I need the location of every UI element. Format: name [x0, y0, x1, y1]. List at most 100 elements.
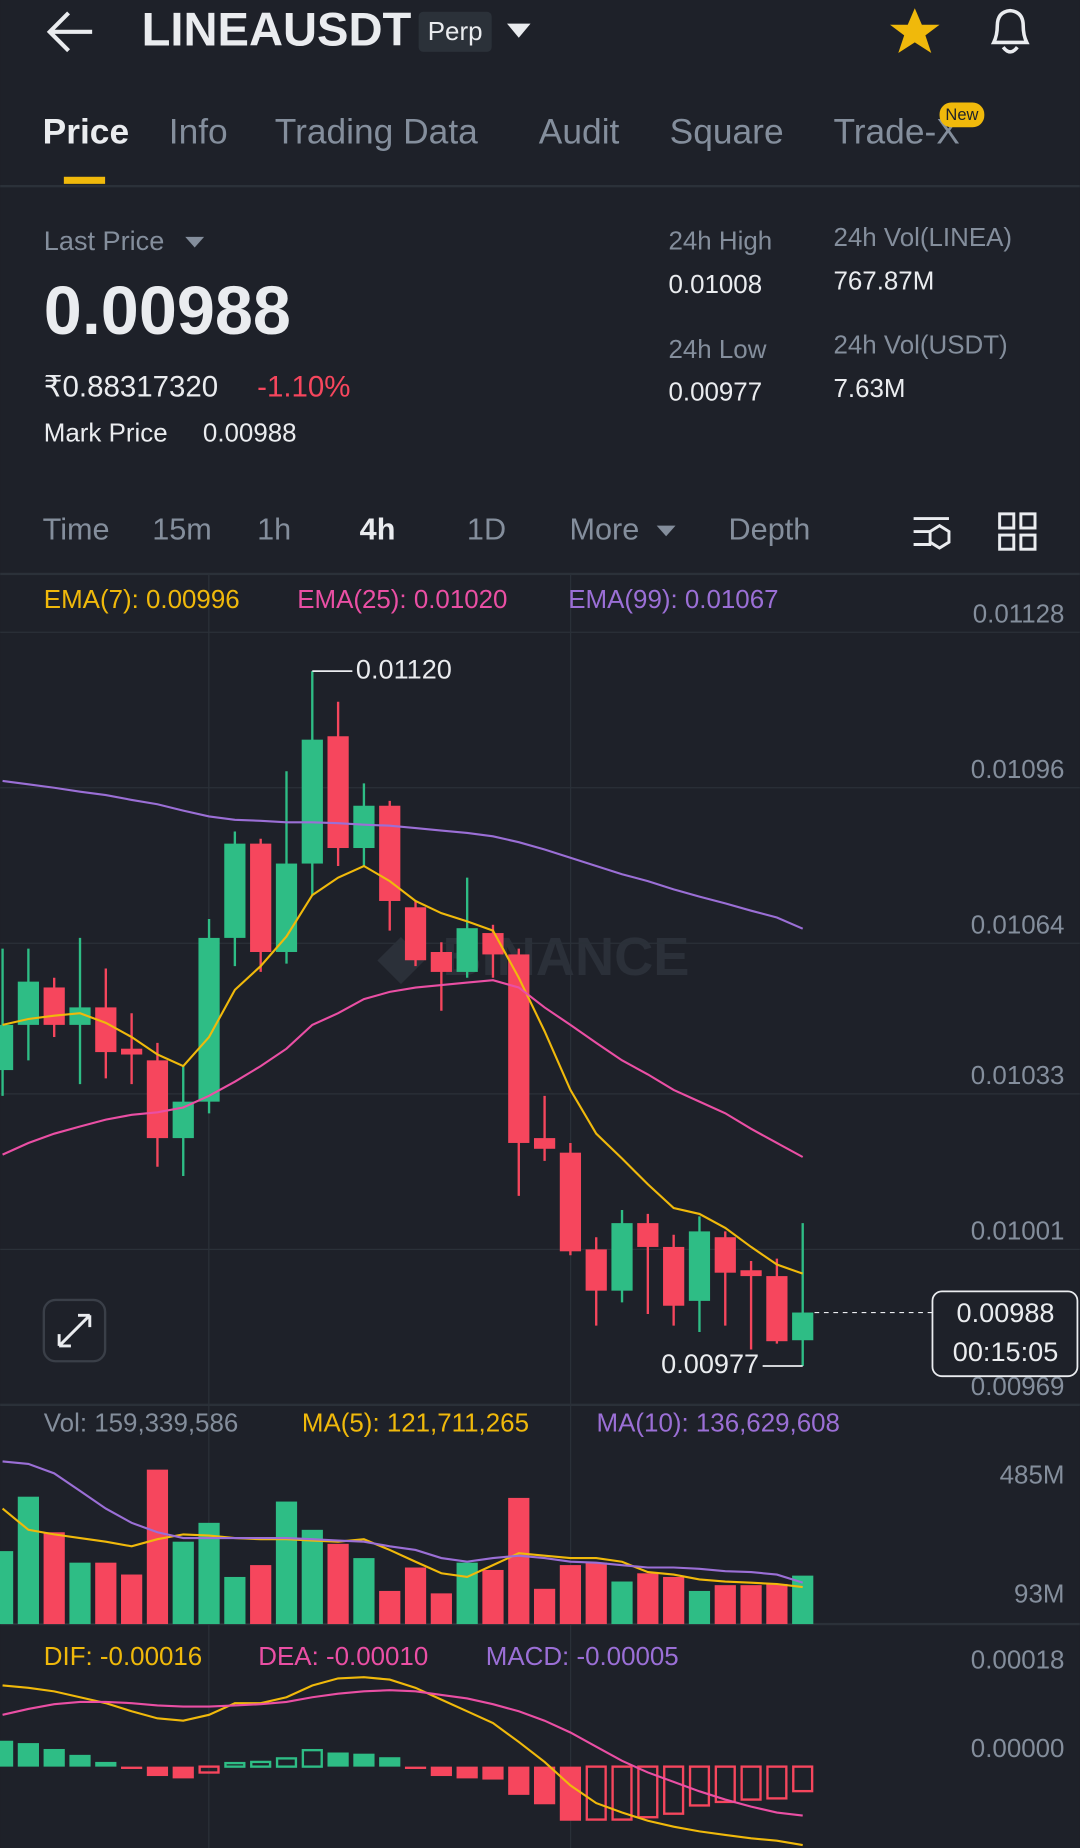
layout-toggle[interactable] [998, 512, 1037, 551]
candle-body [327, 736, 349, 849]
mark-price: 0.00988 [203, 420, 297, 448]
low-value: 0.00977 [668, 378, 762, 406]
bar [0, 1740, 14, 1767]
candle-body [146, 1060, 169, 1139]
bar [43, 1748, 65, 1767]
bar [430, 1593, 452, 1625]
low-label: 24h Low [668, 336, 766, 364]
candle-body [121, 1048, 143, 1055]
bar [353, 1753, 375, 1767]
candle-body [663, 1246, 685, 1306]
candle-body [688, 1231, 711, 1301]
bar [559, 1766, 582, 1821]
favorite-star[interactable] [890, 8, 940, 54]
interval[interactable]: More [569, 513, 639, 547]
bar [17, 1496, 39, 1625]
bar [172, 1766, 194, 1779]
bar [172, 1541, 194, 1625]
bar [688, 1590, 711, 1625]
y-tick-label: 0.00018 [971, 1647, 1065, 1675]
candle-body [0, 1024, 14, 1071]
tab[interactable]: Square [670, 113, 784, 152]
tab[interactable]: Trading Data [275, 113, 478, 152]
tab[interactable]: Audit [539, 113, 620, 152]
symbol-dropdown[interactable] [507, 23, 531, 38]
bar [663, 1576, 685, 1625]
tab[interactable]: Trade-X [833, 113, 959, 152]
vol-base-label: 24h Vol(LINEA) [833, 224, 1012, 252]
bar [17, 1743, 39, 1767]
bar [327, 1543, 349, 1625]
indicator-line [2, 1689, 803, 1817]
interval[interactable]: Depth [729, 513, 811, 547]
extreme-label: 0.00977 [661, 1348, 759, 1379]
watermark: BINANCE [442, 927, 689, 987]
legend-entry: EMA(25): 0.01020 [297, 586, 507, 614]
bar [404, 1766, 427, 1769]
bar [379, 1757, 401, 1767]
interval[interactable]: Time [43, 513, 110, 547]
bar [637, 1573, 659, 1625]
last-price-label: 0.00988 [957, 1297, 1055, 1328]
alert-bell[interactable] [990, 8, 1030, 54]
bar [611, 1765, 633, 1821]
bar [275, 1501, 298, 1625]
bar [301, 1529, 323, 1625]
bar [792, 1765, 814, 1793]
bar [559, 1565, 582, 1625]
indicator-line [2, 1676, 803, 1847]
legend-entry: MACD: -0.00005 [486, 1643, 679, 1671]
countdown: 00:15:05 [953, 1336, 1058, 1367]
legend-entry: DIF: -0.00016 [44, 1643, 202, 1671]
more-dropdown[interactable] [656, 525, 676, 537]
bar [533, 1588, 556, 1625]
bar [250, 1760, 272, 1768]
bar [275, 1757, 298, 1768]
mark-price-label: Mark Price [44, 420, 168, 448]
legend-entry: DEA: -0.00010 [258, 1643, 428, 1671]
indicator-line [1, 1507, 803, 1589]
bar [379, 1590, 401, 1625]
candle-body [224, 843, 246, 938]
bar [688, 1765, 711, 1807]
bar [146, 1766, 169, 1777]
new-badge [939, 102, 985, 128]
bar [430, 1766, 452, 1777]
candle-body [353, 805, 375, 849]
back-button[interactable] [46, 11, 93, 53]
bar [508, 1766, 530, 1795]
interval[interactable]: 1h [257, 513, 291, 547]
vol-quote-label: 24h Vol(USDT) [833, 331, 1007, 359]
bar [198, 1765, 220, 1774]
interval-active[interactable]: 4h [360, 513, 396, 547]
price-type-dropdown[interactable] [185, 236, 205, 248]
interval[interactable]: 1D [467, 513, 506, 547]
candle-body [714, 1237, 736, 1273]
bar [327, 1752, 349, 1767]
candle-body [611, 1223, 633, 1291]
indicator-settings[interactable] [913, 517, 951, 550]
y-tick-label: 0.01096 [971, 756, 1065, 784]
last-price: 0.00988 [44, 273, 291, 349]
tab[interactable]: Price [43, 113, 129, 152]
fullscreen-icon [57, 1313, 92, 1348]
last-price-label[interactable]: Last Price [44, 225, 164, 256]
bar [146, 1469, 169, 1625]
symbol: LINEAUSDT [142, 2, 412, 55]
candle-body [275, 863, 298, 952]
fullscreen-button[interactable] [42, 1298, 107, 1363]
candle-body [430, 951, 452, 972]
last-price-box [931, 1290, 1079, 1378]
bar [533, 1766, 556, 1805]
bar [792, 1575, 814, 1625]
interval[interactable]: 15m [152, 513, 212, 547]
tab[interactable]: Info [169, 113, 228, 152]
candle-body [766, 1276, 788, 1342]
bar [482, 1766, 504, 1780]
indicator-line [2, 864, 804, 1275]
candle-body [198, 937, 220, 1102]
indicator-line [2, 1460, 804, 1584]
bar [663, 1765, 685, 1815]
bar [43, 1532, 65, 1625]
candle-body [508, 954, 530, 1143]
